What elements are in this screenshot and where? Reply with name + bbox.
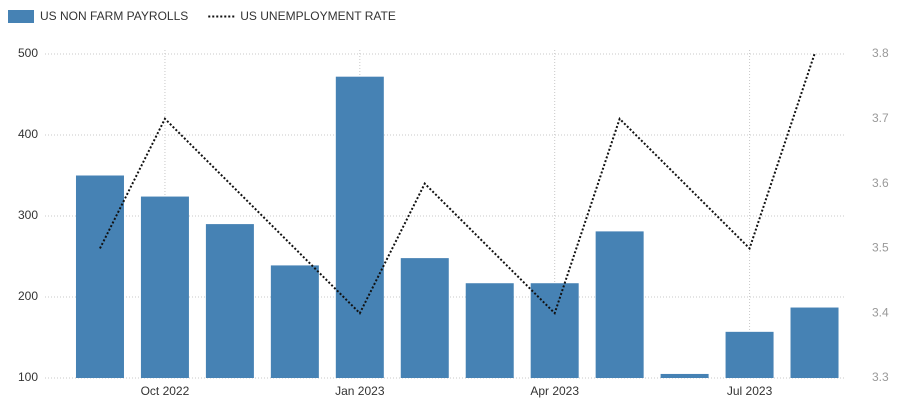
bar	[465, 283, 514, 378]
bar	[400, 258, 449, 378]
x-tick-label: Apr 2023	[530, 384, 579, 398]
y2-tick-label: 3.6	[872, 176, 889, 190]
y2-tick-label: 3.5	[872, 241, 889, 255]
line	[99, 53, 816, 316]
bar	[140, 196, 189, 378]
y2-tick-label: 3.3	[872, 370, 889, 384]
x-tick-label: Oct 2022	[141, 384, 190, 398]
bar	[335, 76, 384, 379]
bar	[530, 283, 579, 378]
legend-swatch	[8, 10, 34, 23]
y-tick-label: 300	[18, 208, 38, 222]
bar	[75, 175, 124, 378]
y2-tick-label: 3.4	[872, 305, 889, 319]
y2-tick-label: 3.8	[872, 46, 889, 60]
y2-tick-label: 3.7	[872, 111, 889, 125]
y-tick-label: 400	[18, 127, 38, 141]
bar	[790, 307, 839, 378]
y-tick-label: 500	[18, 46, 38, 60]
legend-label: US UNEMPLOYMENT RATE	[240, 9, 396, 23]
bar	[660, 373, 709, 378]
y-tick-label: 100	[18, 370, 38, 384]
bar	[725, 331, 774, 378]
bar	[205, 224, 254, 378]
bar	[270, 265, 319, 378]
legend-label: US NON FARM PAYROLLS	[40, 9, 188, 23]
x-tick-label: Jan 2023	[335, 384, 385, 398]
y-tick-label: 200	[18, 289, 38, 303]
x-tick-label: Jul 2023	[727, 384, 773, 398]
bar	[595, 231, 644, 378]
